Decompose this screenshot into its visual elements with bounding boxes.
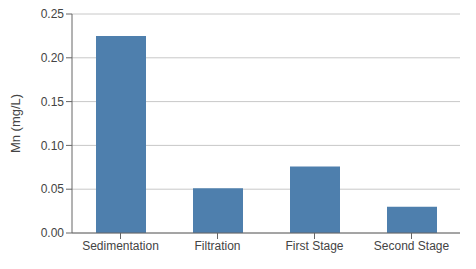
- svg-text:Filtration: Filtration: [194, 239, 240, 253]
- svg-text:0.05: 0.05: [41, 182, 65, 196]
- svg-text:Sedimentation: Sedimentation: [82, 239, 159, 253]
- svg-text:0.20: 0.20: [41, 51, 65, 65]
- svg-text:First Stage: First Stage: [285, 239, 343, 253]
- svg-text:Mn (mg/L): Mn (mg/L): [8, 94, 23, 153]
- svg-text:0.00: 0.00: [41, 226, 65, 240]
- svg-text:0.10: 0.10: [41, 139, 65, 153]
- svg-text:Second Stage: Second Stage: [374, 239, 450, 253]
- svg-text:0.25: 0.25: [41, 7, 65, 21]
- svg-text:0.15: 0.15: [41, 95, 65, 109]
